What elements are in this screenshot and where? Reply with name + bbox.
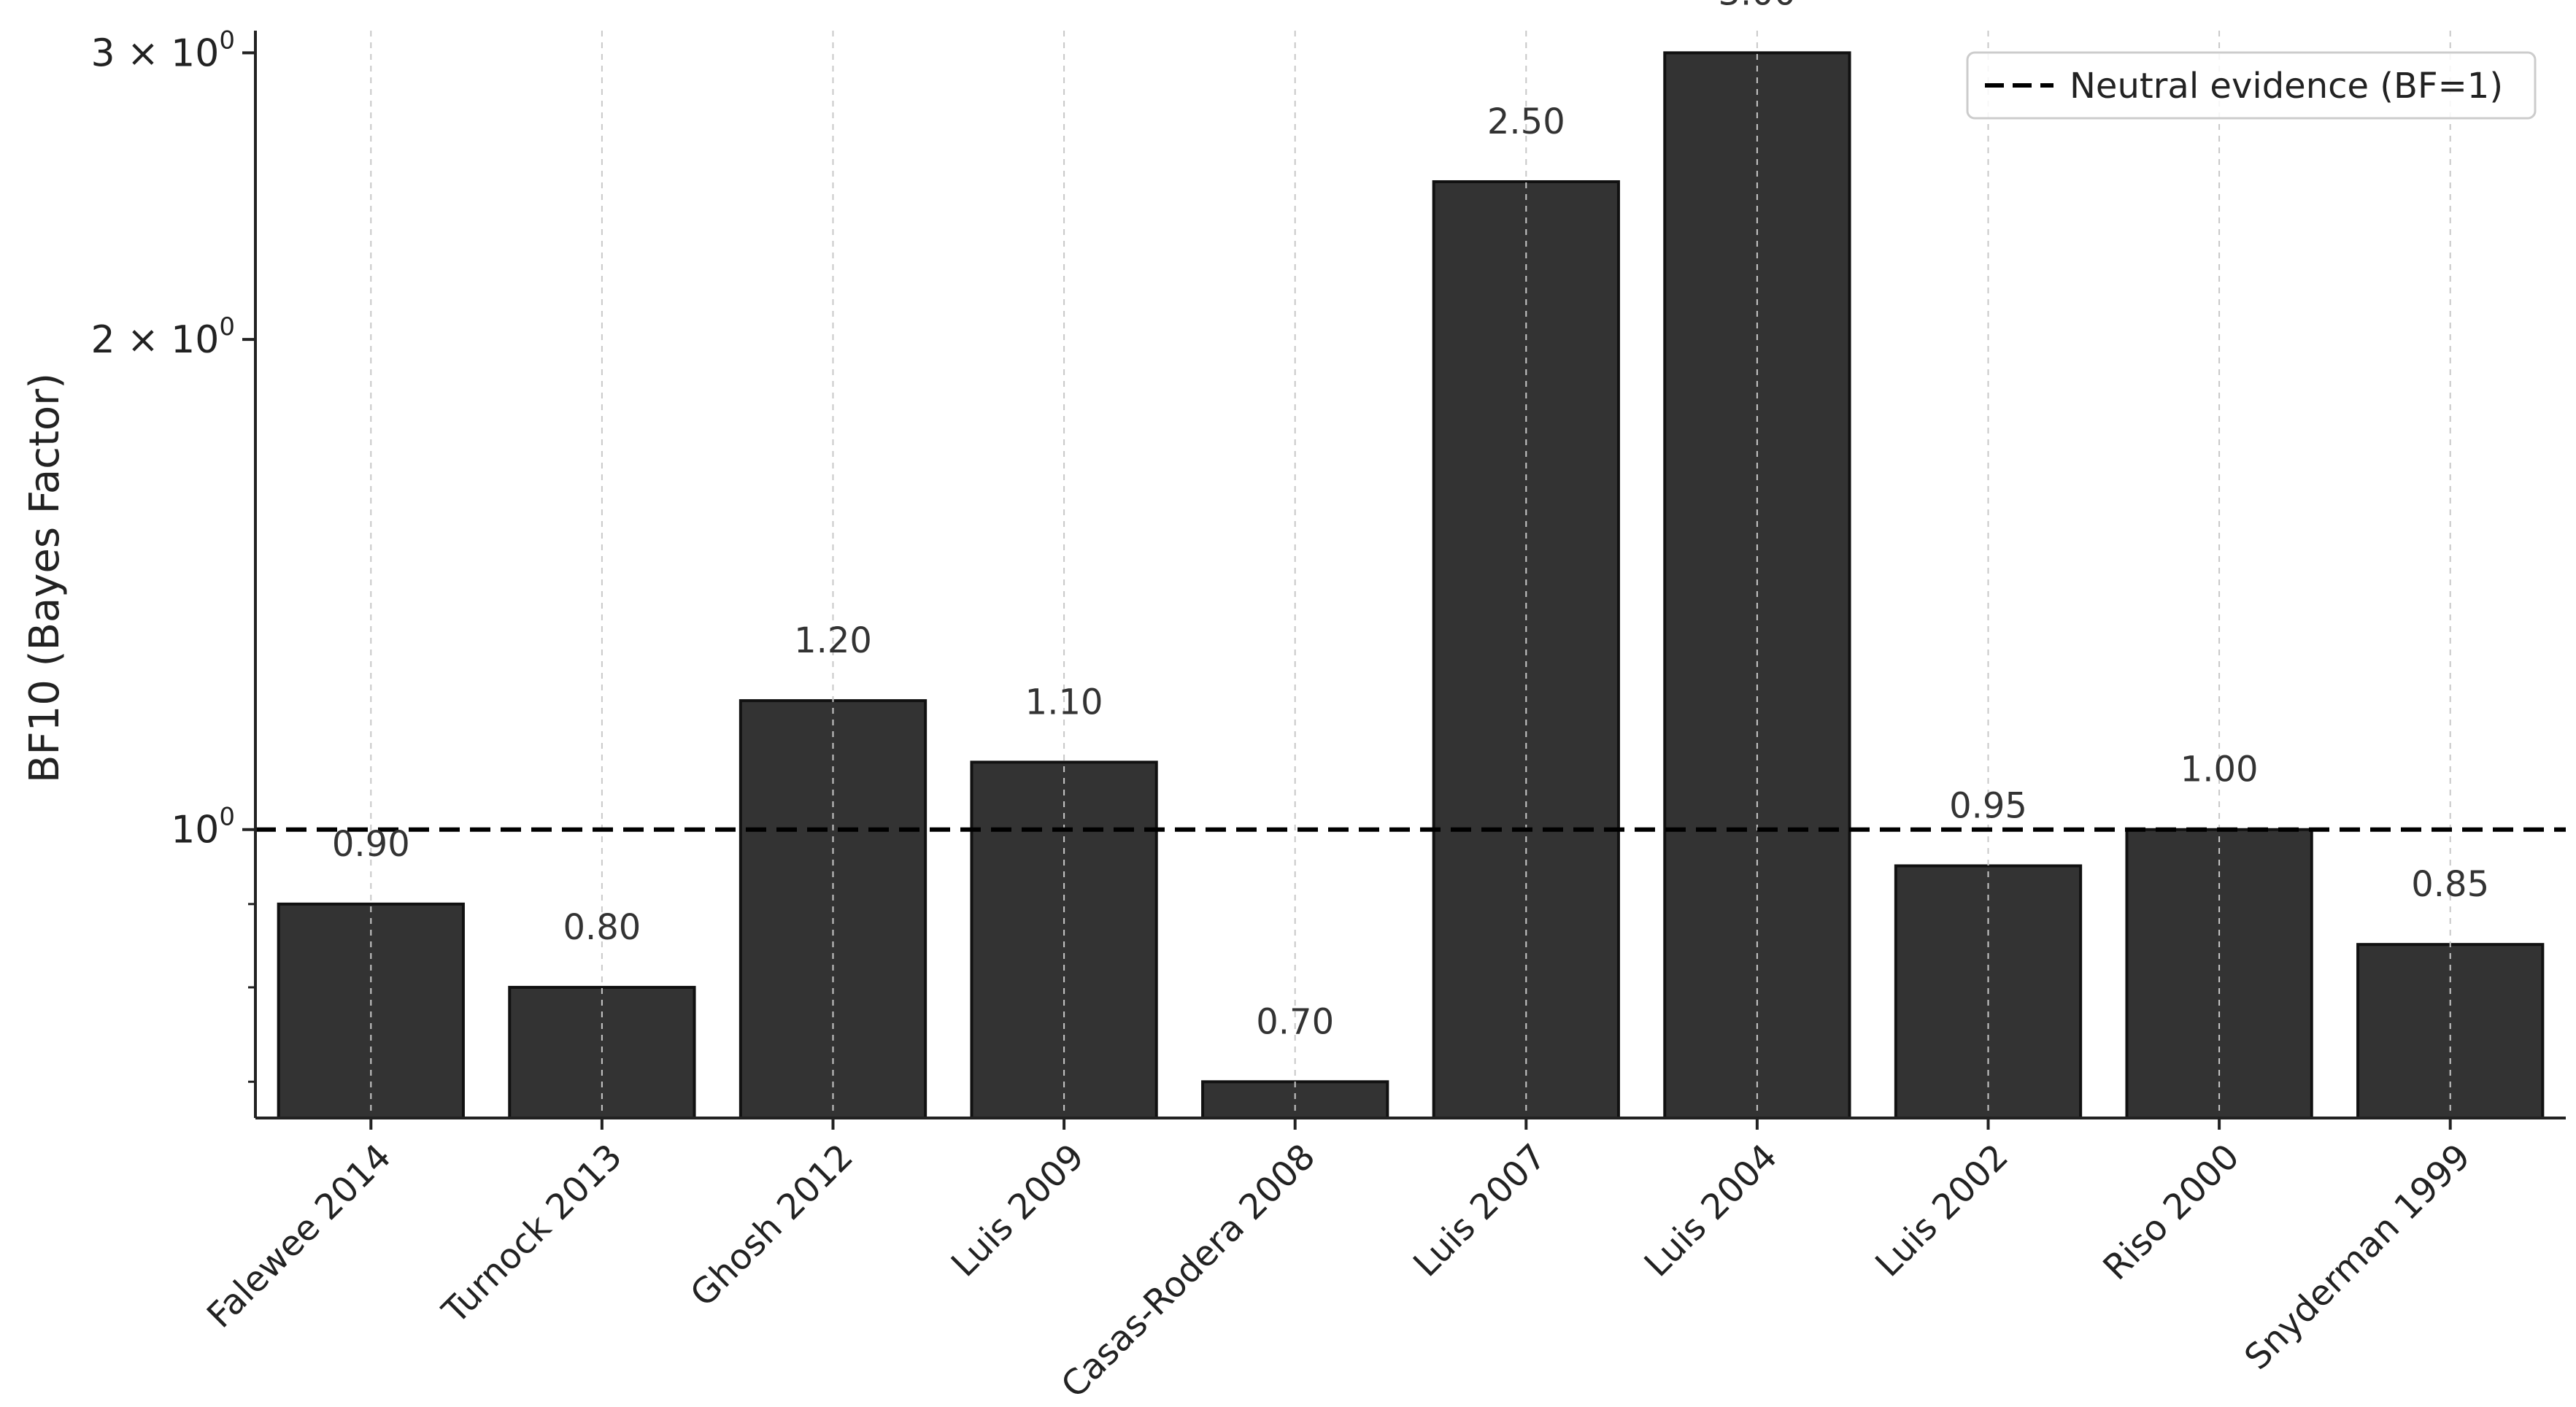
data-label: 0.95 [1949,785,2027,826]
y-tick-exponent: 0 [219,803,235,832]
data-label: 0.70 [1256,1001,1334,1042]
legend-label: Neutral evidence (BF=1) [2070,66,2503,107]
category-label: Falewee 2014 [199,1136,399,1336]
legend-box [1966,51,2537,120]
data-label: 1.20 [794,620,872,661]
data-label: 0.85 [2411,864,2489,905]
data-label: 0.90 [332,824,410,865]
data-label: 1.10 [1025,682,1103,722]
data-label: 3.00 [1718,0,1796,13]
category-label: Luis 2002 [1867,1136,2016,1285]
category-label: Luis 2004 [1637,1136,1786,1285]
category-label: Snyderman 1999 [2237,1136,2478,1378]
y-tick-exponent: 0 [219,26,235,55]
category-label: Luis 2009 [944,1136,1092,1285]
y-tick-exponent: 0 [219,312,235,342]
axes-layer [242,31,2566,1130]
data-label: 2.50 [1487,101,1565,142]
category-label: Ghosh 2012 [682,1136,861,1315]
bar [2356,943,2545,1120]
y-axis-title: BF10 (Bayes Factor) [21,373,69,783]
bars-layer [277,51,2545,1120]
y-tick-label: 3 × 100 [90,26,235,75]
category-label: Casas-Rodera 2008 [1054,1136,1324,1406]
category-label: Turnock 2013 [434,1136,630,1333]
data-label: 0.80 [563,907,641,948]
legend: Neutral evidence (BF=1) [1966,51,2537,120]
data-label: 1.00 [2180,749,2259,790]
y-tick-label: 100 [171,803,235,852]
y-tick-label: 2 × 100 [90,312,235,362]
labels-layer: 100 2 × 100 3 × 100 Falewee 2014 Turnock 201… [90,0,2489,1406]
category-label: Riso 2000 [2095,1136,2247,1288]
category-label: Luis 2007 [1405,1136,1554,1285]
